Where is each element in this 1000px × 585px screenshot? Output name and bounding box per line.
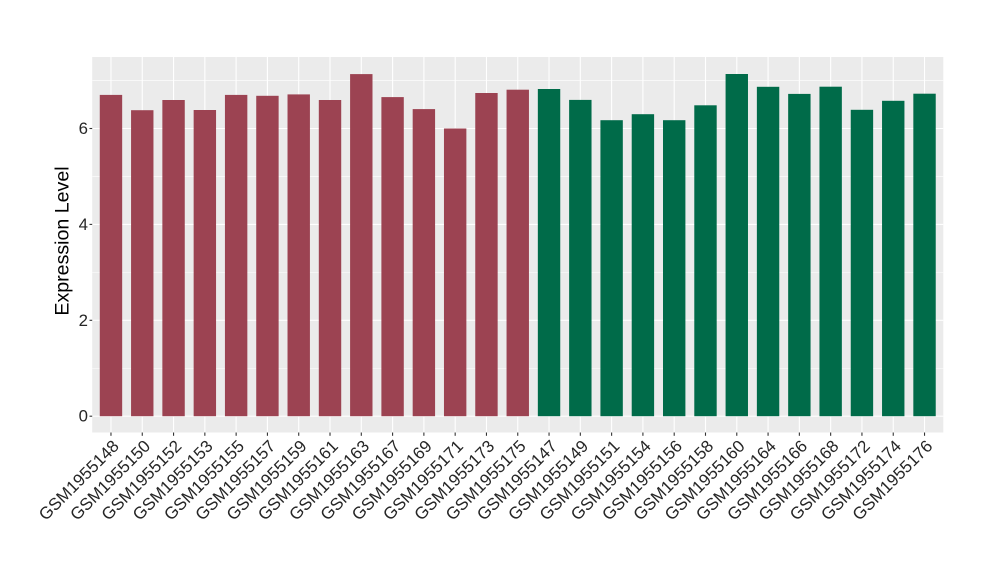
svg-text:6: 6 bbox=[79, 119, 88, 138]
svg-text:4: 4 bbox=[79, 215, 88, 234]
svg-text:Expression Level: Expression Level bbox=[52, 166, 74, 315]
svg-text:2: 2 bbox=[79, 311, 88, 330]
svg-text:0: 0 bbox=[79, 407, 88, 426]
